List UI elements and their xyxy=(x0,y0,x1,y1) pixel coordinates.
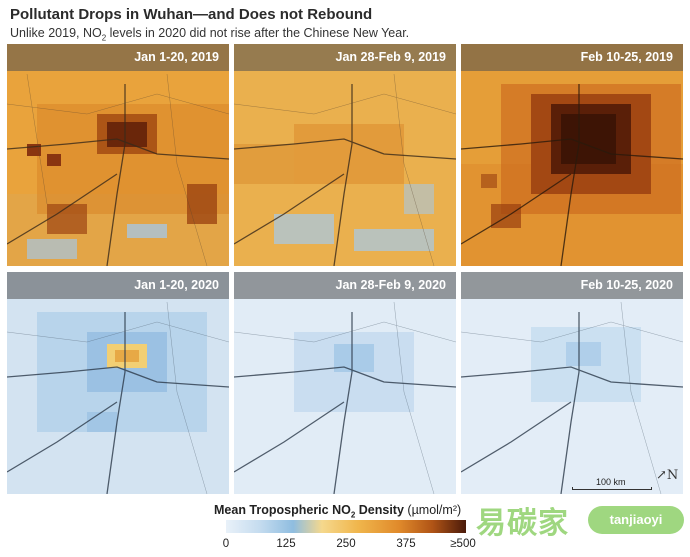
scale-bar-line xyxy=(572,487,652,490)
panel-date-label: Jan 28-Feb 9, 2020 xyxy=(234,272,456,299)
map-panel-jan-2020: Jan 1-20, 2020 xyxy=(7,272,229,494)
watermark-logo: 易碳家 xyxy=(476,507,569,540)
panel-date-label: Feb 10-25, 2020 xyxy=(461,272,683,299)
panel-date-label: Jan 1-20, 2019 xyxy=(7,44,229,71)
legend-tick: 0 xyxy=(222,538,230,550)
panel-date-label: Jan 1-20, 2020 xyxy=(7,272,229,299)
no2-map-orange-heavy xyxy=(461,44,683,266)
scale-bar: 100 km xyxy=(572,477,652,492)
legend-tick: 125 xyxy=(276,538,296,550)
watermark-pill: tanjiaoyi xyxy=(588,506,684,534)
panel-date-label: Feb 10-25, 2019 xyxy=(461,44,683,71)
legend-tick: ≥500 xyxy=(450,538,476,550)
legend-tick: 250 xyxy=(336,538,356,550)
legend-title: Mean Tropospheric NO2 Density (µmol/m²) xyxy=(214,503,462,520)
map-panel-jan-2019: Jan 1-20, 2019 xyxy=(7,44,229,266)
legend-tick: 375 xyxy=(396,538,416,550)
legend-color-bar xyxy=(226,520,466,533)
map-panel-feb-2019: Feb 10-25, 2019 xyxy=(461,44,683,266)
no2-map-orange-light xyxy=(234,44,456,266)
no2-map-orange-mid xyxy=(7,44,229,266)
panel-date-label: Jan 28-Feb 9, 2019 xyxy=(234,44,456,71)
no2-map-blue-light xyxy=(461,272,683,494)
north-arrow-icon: ↗N xyxy=(656,468,679,483)
figure-title: Pollutant Drops in Wuhan—and Does not Re… xyxy=(10,6,373,23)
scale-label: 100 km xyxy=(596,477,626,487)
no2-map-blue-hotspot xyxy=(7,272,229,494)
figure-subtitle: Unlike 2019, NO2 levels in 2020 did not … xyxy=(10,26,410,43)
map-panel-late-jan-2020: Jan 28-Feb 9, 2020 xyxy=(234,272,456,494)
map-panel-feb-2020: Feb 10-25, 2020 xyxy=(461,272,683,494)
no2-map-blue-light xyxy=(234,272,456,494)
map-panel-late-jan-2019: Jan 28-Feb 9, 2019 xyxy=(234,44,456,266)
